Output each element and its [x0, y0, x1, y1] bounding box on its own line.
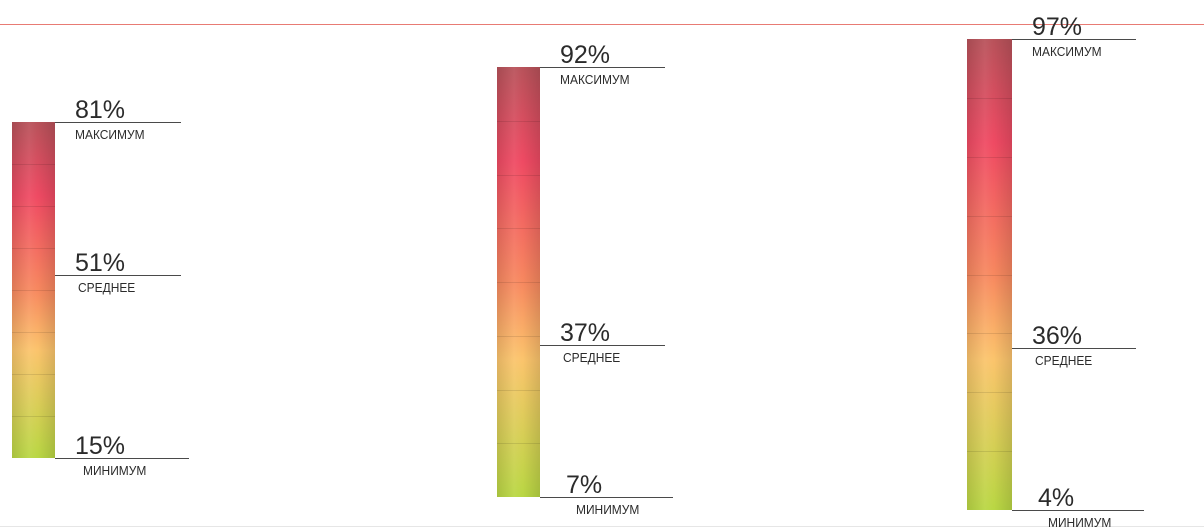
gauge-avg-value: 37%: [560, 319, 611, 347]
gauge-bar-segment-tick: [967, 216, 1012, 217]
gauge-avg-marker-line: [55, 275, 181, 276]
gauge-avg-label: СРЕДНЕЕ: [78, 280, 136, 295]
gauge-bar-segment-tick: [967, 275, 1012, 276]
gauge-bar-shade: [967, 39, 1012, 510]
gauge-bar-segment-tick: [497, 336, 540, 337]
gauge-bar-segment-tick: [497, 282, 540, 283]
gauge-bar: [967, 39, 1012, 510]
gauge-avg-value: 51%: [75, 249, 126, 277]
gauge-max-marker-line: [55, 122, 181, 123]
gauge-bar-segment-tick: [967, 333, 1012, 334]
gauge-bar-segment-tick: [12, 374, 55, 375]
gauge-bar-segment-tick: [967, 98, 1012, 99]
gauge-bar-segment-tick: [12, 248, 55, 249]
gauge-bar-segment-tick: [967, 392, 1012, 393]
bottom-divider-line: [0, 526, 1204, 527]
gauge-min-marker-line: [540, 497, 673, 498]
gauge-bar-segment-tick: [497, 390, 540, 391]
gauge-min-marker-line: [1012, 510, 1144, 511]
gauge-bar: [497, 67, 540, 497]
gauge-min-value: 4%: [1038, 484, 1075, 512]
gauge-bar-segment-tick: [967, 157, 1012, 158]
gauge-max-label: МАКСИМУМ: [75, 127, 145, 142]
gauge-max-label: МАКСИМУМ: [1032, 44, 1102, 59]
gauge-bar: [12, 122, 55, 458]
gauge-min-label: МИНИМУМ: [576, 502, 640, 517]
gauge-min-marker-line: [55, 458, 189, 459]
top-divider-line: [0, 24, 1204, 25]
gauge-bar-segment-tick: [497, 228, 540, 229]
gauge-max-value: 92%: [560, 41, 611, 69]
gauge-bar-segment-tick: [497, 443, 540, 444]
gauge-bar-shade: [12, 122, 55, 458]
gauge-min-label: МИНИМУМ: [83, 463, 147, 478]
gauge-bar-segment-tick: [12, 206, 55, 207]
gauge-max-value: 81%: [75, 96, 126, 124]
gauge-bar-segment-tick: [12, 416, 55, 417]
gauge-bar-segment-tick: [967, 451, 1012, 452]
gauge-min-value: 15%: [75, 432, 126, 460]
gauge-bar-shade: [497, 67, 540, 497]
gauge-bar-segment-tick: [12, 332, 55, 333]
gauge-max-label: МАКСИМУМ: [560, 72, 630, 87]
gauge-max-value: 97%: [1032, 13, 1083, 41]
gauge-avg-marker-line: [1012, 348, 1136, 349]
gauge-max-marker-line: [540, 67, 665, 68]
gauge-bar-segment-tick: [12, 290, 55, 291]
gauge-avg-marker-line: [540, 345, 665, 346]
gauge-bar-segment-tick: [12, 164, 55, 165]
gauge-max-marker-line: [1012, 39, 1136, 40]
gauge-avg-label: СРЕДНЕЕ: [1035, 353, 1093, 368]
gauge-min-value: 7%: [566, 471, 603, 499]
gauge-avg-value: 36%: [1032, 322, 1083, 350]
gauge-min-label: МИНИМУМ: [1048, 515, 1112, 530]
gauge-avg-label: СРЕДНЕЕ: [563, 350, 621, 365]
gauge-bar-segment-tick: [497, 121, 540, 122]
gauge-bar-segment-tick: [497, 175, 540, 176]
